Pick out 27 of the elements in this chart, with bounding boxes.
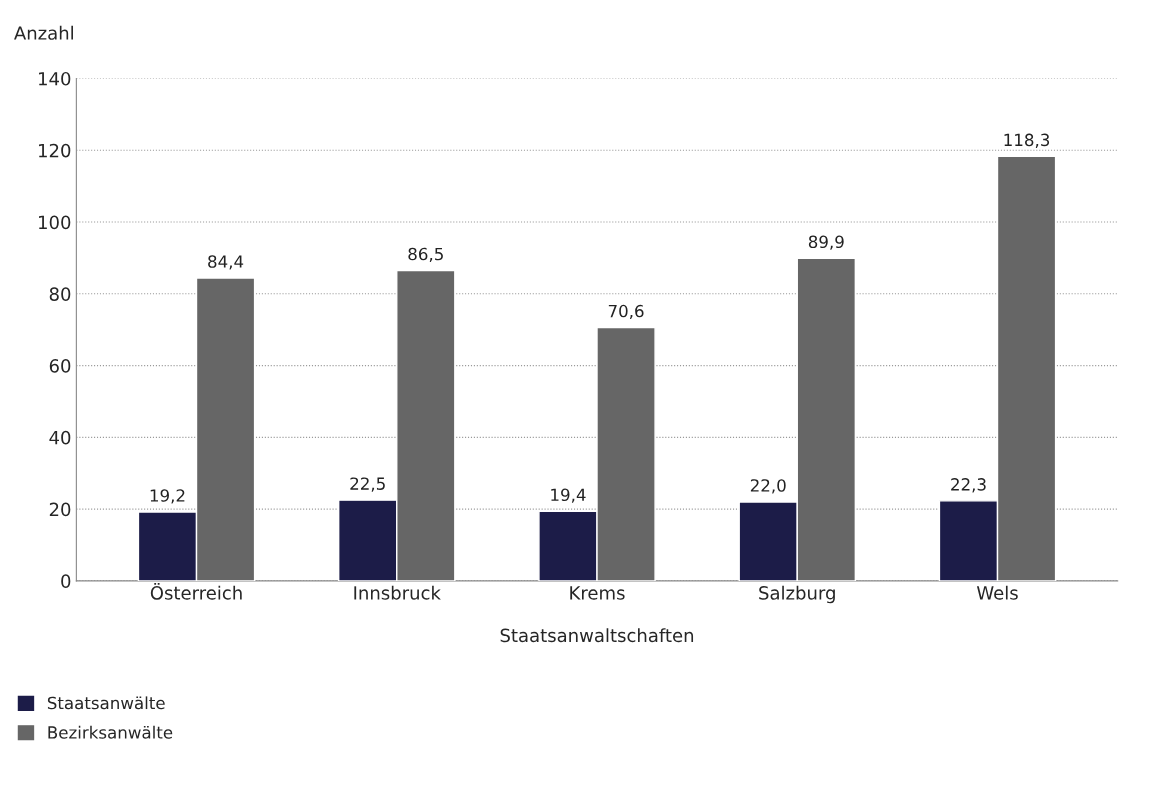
y-tick-label: 60 <box>49 359 71 373</box>
data-label: 22,0 <box>750 479 786 494</box>
data-label: 22,3 <box>951 478 986 493</box>
data-label: 118,3 <box>1004 133 1050 148</box>
x-tick-label: Wels <box>976 585 1018 600</box>
y-tick-label: 100 <box>39 215 71 230</box>
y-tick-label: 80 <box>49 287 71 301</box>
x-tick-label: Krems <box>570 586 625 600</box>
data-label: 70,6 <box>608 304 644 320</box>
legend-label: Bezirksanwälte <box>48 725 173 739</box>
y-tick-label: 120 <box>39 143 71 158</box>
x-tick-label: Innsbruck <box>354 585 441 600</box>
data-label: 22,5 <box>350 477 385 492</box>
data-label: 89,9 <box>808 235 844 250</box>
y-tick-label: 20 <box>49 502 71 517</box>
x-tick-label: Salzburg <box>759 585 835 604</box>
y-tick-label: 40 <box>49 430 71 445</box>
y-axis-title: Anzahl <box>14 25 73 40</box>
x-axis-title: Staatsanwaltschaften <box>500 628 694 643</box>
y-tick-label: 0 <box>61 574 71 589</box>
data-label: 84,4 <box>208 255 244 270</box>
x-tick-label: Österreich <box>150 583 242 600</box>
data-label: 19,4 <box>551 488 586 503</box>
legend-label: Staatsanwälte <box>47 696 165 710</box>
y-tick-label: 140 <box>39 71 71 86</box>
data-label: 19,2 <box>150 489 185 504</box>
data-label: 86,5 <box>408 247 443 263</box>
